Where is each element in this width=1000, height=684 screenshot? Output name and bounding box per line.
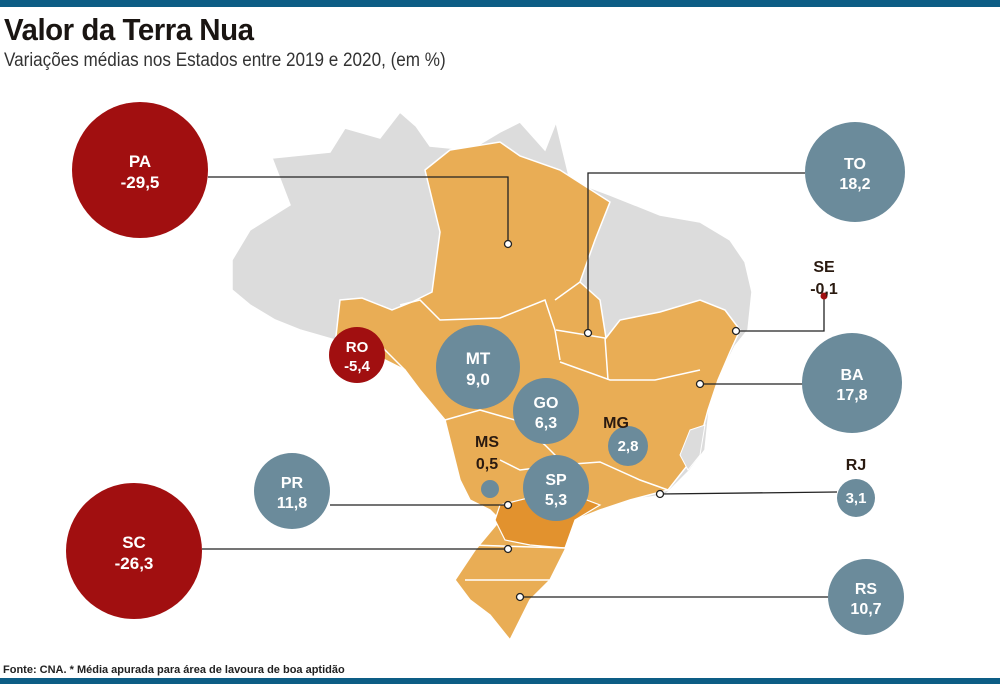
bubble-rs xyxy=(828,559,904,635)
leader-lines xyxy=(202,172,838,598)
state-value: 2,8 xyxy=(618,438,639,455)
state-code: SE xyxy=(813,259,835,276)
state-go: GO 6,3 xyxy=(513,378,579,444)
top-bar xyxy=(0,0,1000,7)
state-code: SC xyxy=(122,533,146,552)
state-code: RS xyxy=(855,581,878,598)
state-to: TO 18,2 xyxy=(805,122,905,222)
state-ba: BA 17,8 xyxy=(802,333,902,433)
state-sc: SC -26,3 xyxy=(66,483,202,619)
state-value: 0,5 xyxy=(476,456,498,473)
page-subtitle: Variações médias nos Estados entre 2019 … xyxy=(4,50,446,71)
bubble-sc xyxy=(66,483,202,619)
state-code: MT xyxy=(466,349,491,368)
state-value: 3,1 xyxy=(846,490,867,507)
bubble-to xyxy=(805,122,905,222)
state-value: -29,5 xyxy=(121,173,160,192)
bubble-mg xyxy=(608,426,648,466)
state-code: GO xyxy=(534,395,559,412)
state-value: 18,2 xyxy=(839,176,870,193)
bottom-bar xyxy=(0,678,1000,684)
state-mt: MT 9,0 xyxy=(436,325,520,409)
bubble-pr xyxy=(254,453,330,529)
bubble-rj xyxy=(837,479,875,517)
state-se: SE -0,1 xyxy=(810,259,838,298)
leader-dots xyxy=(503,239,741,602)
state-code: MS xyxy=(475,434,499,451)
state-rj: RJ 3,1 xyxy=(837,457,875,517)
state-code: BA xyxy=(840,367,864,384)
bubble-go xyxy=(513,378,579,444)
state-value: -26,3 xyxy=(115,554,154,573)
state-code: PR xyxy=(281,475,304,492)
state-value: 6,3 xyxy=(535,415,557,432)
bubble-ro xyxy=(329,327,385,383)
state-value: 9,0 xyxy=(466,370,490,389)
state-value: 17,8 xyxy=(836,387,867,404)
state-value: 5,3 xyxy=(545,492,567,509)
page-title: Valor da Terra Nua xyxy=(4,12,254,47)
state-code: MG xyxy=(603,415,629,432)
state-value: 10,7 xyxy=(850,601,881,618)
state-mg: MG 2,8 xyxy=(603,415,648,466)
bubble-mt xyxy=(436,325,520,409)
state-pa: PA -29,5 xyxy=(72,102,208,238)
state-value: 11,8 xyxy=(277,495,307,512)
state-code: RJ xyxy=(846,457,866,474)
state-value: -0,1 xyxy=(810,281,838,298)
bubble-sp xyxy=(523,455,589,521)
source-note: Fonte: CNA. * Média apurada para área de… xyxy=(3,664,345,676)
bubble-ms xyxy=(481,480,499,498)
state-value: -5,4 xyxy=(344,358,371,375)
state-code: PA xyxy=(129,152,151,171)
state-code: SP xyxy=(545,472,567,489)
se-marker xyxy=(820,292,828,300)
state-sp: SP 5,3 xyxy=(523,455,589,521)
state-ms: MS 0,5 xyxy=(475,434,499,498)
state-code: RO xyxy=(346,339,369,356)
state-code: TO xyxy=(844,156,866,173)
bubble-ba xyxy=(802,333,902,433)
state-es xyxy=(679,424,706,471)
state-pr: PR 11,8 xyxy=(254,453,330,529)
state-ro: RO -5,4 xyxy=(329,327,385,383)
bubble-pa xyxy=(72,102,208,238)
state-rs: RS 10,7 xyxy=(828,559,904,635)
